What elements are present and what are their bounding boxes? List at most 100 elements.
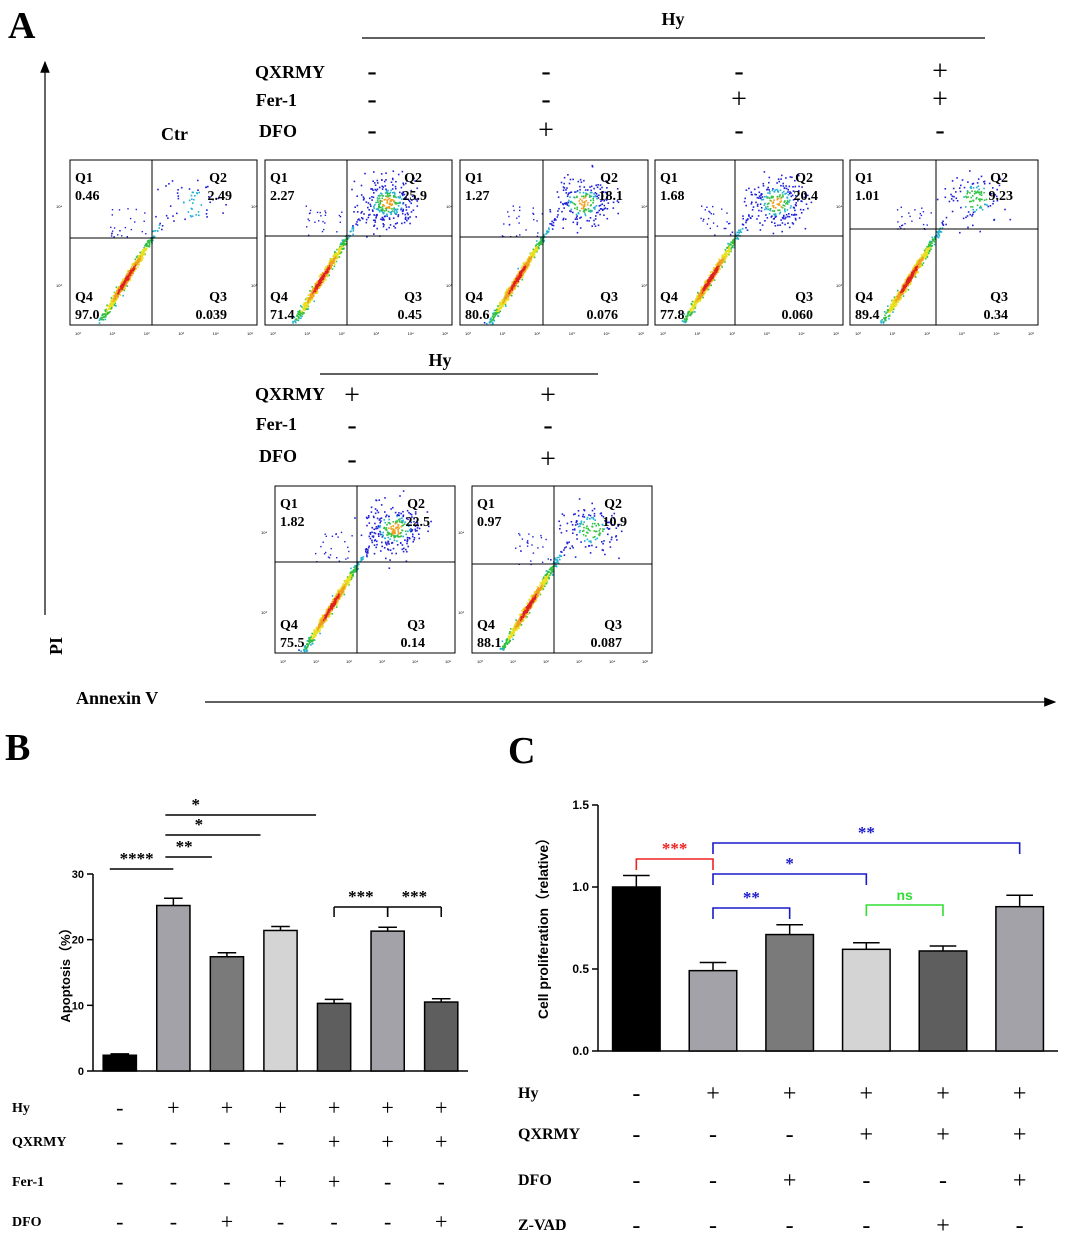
- x-tick-label: 10¹: [109, 331, 115, 336]
- condition-sign: -: [862, 1213, 870, 1236]
- y-tick-label: 10: [72, 1000, 84, 1012]
- q1-name: Q1: [75, 171, 93, 186]
- condition-sign: -: [734, 56, 743, 87]
- y-tick-label: 10⁴: [836, 204, 842, 209]
- q2-value: 2.49: [208, 189, 233, 204]
- hy-header-bottom: Hy: [428, 350, 451, 370]
- bar-5: [918, 950, 968, 1052]
- flow-plot-7: Q1 0.97 Q2 10.9 Q4 88.1 Q3 0.087 10⁰ 10¹ 10² 10³ 10⁴…: [458, 485, 653, 664]
- q2-name: Q2: [990, 171, 1008, 186]
- condition-row-label: QXRMY: [12, 1135, 66, 1150]
- q2-name: Q2: [795, 171, 813, 186]
- q3-name: Q3: [600, 290, 618, 305]
- q1-name: Q1: [280, 497, 298, 512]
- condition-sign: +: [274, 1169, 286, 1194]
- condition-sign: -: [632, 1081, 640, 1107]
- panel-b-condition-table: Hy - + + + + + + QXRMY - - - - + + + Fer-1 - - - + + - - DFO - - + -…: [12, 1095, 447, 1234]
- significance-label: ****: [120, 849, 154, 868]
- x-tick-label: 10¹: [695, 331, 701, 336]
- significance-label: ***: [348, 887, 374, 906]
- flow-plot-3: Q1 1.27 Q2 18.1 Q4 80.6 Q3 0.076 10⁰ 10¹ 10² 10³ 10⁴…: [446, 159, 649, 336]
- condition-sign: +: [932, 84, 948, 115]
- panel-c-condition-table: Hy - + + + + + QXRMY - - - + + + DFO - - + - - + Z-VAD - - - - + -: [518, 1081, 1026, 1236]
- significance-label: **: [743, 888, 760, 907]
- condition-sign: -: [862, 1168, 870, 1194]
- x-tick-label: 10²: [543, 659, 549, 664]
- panel-b-y-axis-label: Apoptosis（%）: [58, 921, 73, 1022]
- row-label-dfo-top: DFO: [259, 121, 297, 141]
- x-tick-label: 10⁰: [465, 331, 471, 336]
- bar-7: [423, 1001, 459, 1072]
- condition-sign: -: [786, 1122, 794, 1148]
- q3-value: 0.060: [782, 308, 814, 323]
- flow-plot-events: [98, 179, 227, 324]
- x-tick-label: 10³: [959, 331, 965, 336]
- condition-sign: +: [274, 1095, 286, 1120]
- condition-sign: +: [381, 1129, 393, 1154]
- x-tick-label: 10⁴: [412, 659, 418, 664]
- y-tick-label: 10⁴: [261, 530, 267, 535]
- row-label-qxrmy-top: QXRMY: [255, 62, 325, 82]
- q2-name: Q2: [404, 171, 422, 186]
- bar-1: [102, 1054, 138, 1072]
- condition-sign: -: [632, 1122, 640, 1148]
- q1-name: Q1: [465, 171, 483, 186]
- q4-value: 97.0: [75, 308, 100, 323]
- row-label-fer1-bottom: Fer-1: [256, 414, 297, 434]
- q1-name: Q1: [660, 171, 678, 186]
- condition-sign: -: [541, 84, 550, 115]
- y-tick-label: 1.5: [572, 798, 589, 812]
- x-tick-label: 10⁰: [855, 331, 861, 336]
- condition-sign: -: [709, 1122, 717, 1148]
- y-tick-label: 0: [78, 1066, 84, 1078]
- flow-plot-events: [880, 170, 1012, 324]
- condition-sign: -: [367, 84, 376, 115]
- top-condition-signs: -----+-+-++-: [367, 56, 948, 146]
- condition-sign: +: [328, 1129, 340, 1154]
- x-tick-label: 10⁴: [603, 331, 609, 336]
- flow-plot-frame: [849, 159, 1039, 326]
- significance-label: *: [191, 795, 200, 814]
- condition-sign: +: [1013, 1122, 1027, 1148]
- condition-sign: +: [1013, 1081, 1027, 1107]
- flow-plot-frame: [654, 159, 844, 326]
- flow-plot-events: [298, 490, 432, 653]
- q4-value: 88.1: [477, 636, 502, 651]
- condition-sign: -: [170, 1169, 177, 1194]
- condition-sign: +: [783, 1081, 797, 1107]
- x-tick-label: 10⁵: [833, 331, 839, 336]
- significance-bracket: [865, 904, 944, 916]
- condition-sign: -: [347, 444, 356, 475]
- x-tick-label: 10⁴: [798, 331, 804, 336]
- x-tick-label: 10¹: [890, 331, 896, 336]
- condition-sign: -: [277, 1209, 284, 1234]
- panel-c-y-axis-label: Cell proliferation（relative）: [535, 831, 551, 1019]
- condition-sign: +: [936, 1081, 950, 1107]
- condition-sign: -: [543, 410, 552, 441]
- q3-value: 0.087: [591, 636, 623, 651]
- bar-4: [263, 929, 298, 1072]
- y-tick-label: 10³: [251, 283, 257, 288]
- x-tick-label: 10²: [924, 331, 930, 336]
- q1-value: 1.27: [465, 189, 490, 204]
- condition-sign: +: [731, 84, 747, 115]
- condition-sign: -: [734, 115, 743, 146]
- condition-sign: +: [936, 1213, 950, 1236]
- significance-bracket: [712, 873, 868, 885]
- condition-sign: +: [932, 56, 948, 87]
- x-tick-label: 10²: [346, 659, 352, 664]
- x-tick-label: 10⁰: [477, 659, 483, 664]
- q1-value: 1.01: [855, 189, 880, 204]
- x-tick-label: 10²: [144, 331, 150, 336]
- q3-value: 0.076: [587, 308, 619, 323]
- significance-bracket: [635, 858, 714, 870]
- condition-sign: +: [540, 380, 556, 411]
- q3-name: Q3: [209, 290, 227, 305]
- hy-header-top: Hy: [661, 9, 684, 29]
- pi-axis-label: PI: [46, 637, 66, 655]
- x-tick-label: 10⁵: [442, 331, 448, 336]
- x-tick-label: 10²: [534, 331, 540, 336]
- y-tick-label: 10⁴: [458, 530, 464, 535]
- flow-plot-events: [681, 171, 813, 324]
- q4-name: Q4: [855, 290, 873, 305]
